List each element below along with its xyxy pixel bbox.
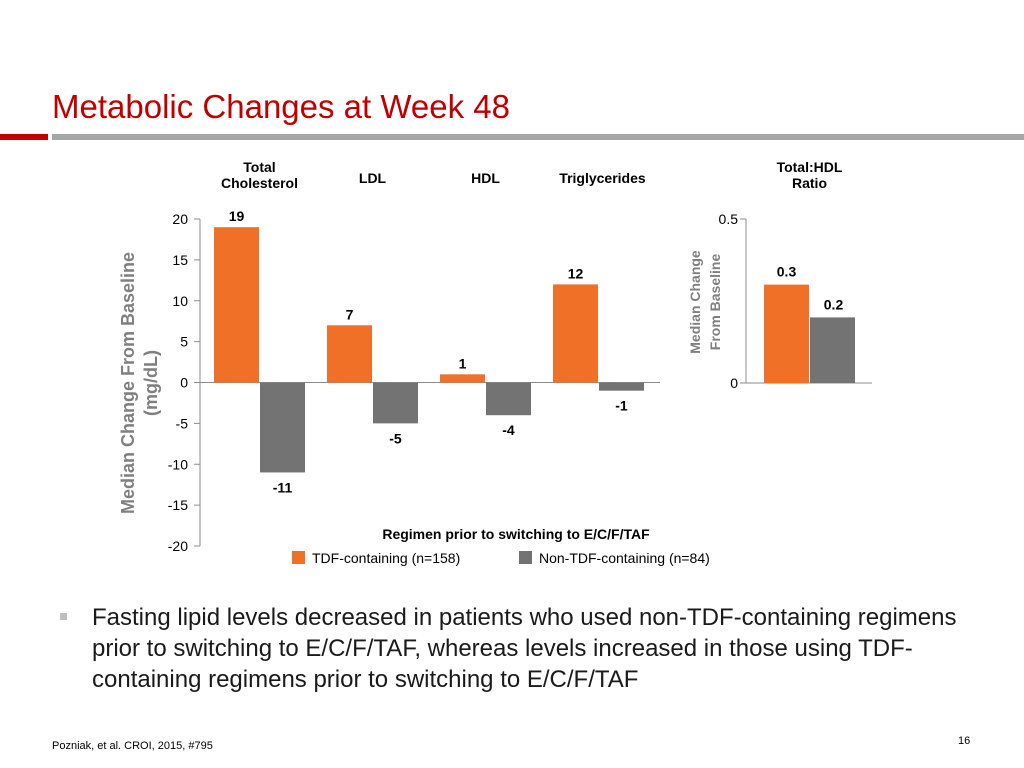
title-rule — [52, 134, 1024, 140]
summary-bullet: Fasting lipid levels decreased in patien… — [92, 604, 957, 693]
bar-tdf — [440, 374, 485, 383]
data-label: -11 — [273, 479, 293, 495]
ratio-y-tick-label: 0.5 — [719, 211, 739, 227]
data-label: 7 — [346, 306, 354, 322]
y-tick-label: 10 — [172, 293, 188, 309]
data-label: 12 — [568, 265, 584, 281]
y-tick-label: -15 — [168, 497, 188, 513]
y-tick-label: 0 — [180, 375, 188, 391]
y-tick-label: -20 — [168, 538, 188, 554]
y-axis-title-line2: (mg/dL) — [141, 350, 161, 416]
data-label: -5 — [389, 430, 402, 446]
ratio-category-label: Total:HDL — [777, 159, 843, 175]
bar-non-tdf — [373, 382, 418, 424]
legend-title: Regimen prior to switching to E/C/F/TAF — [382, 526, 650, 542]
category-label: Triglycerides — [559, 170, 646, 186]
bar-tdf — [214, 227, 259, 383]
bullet-marker — [60, 613, 67, 620]
legend-swatch — [292, 551, 305, 564]
bar-non-tdf — [486, 382, 531, 416]
ratio-y-axis-title-line2: From Baseline — [707, 254, 723, 351]
category-label: Total — [243, 159, 275, 175]
page-number: 16 — [958, 735, 971, 747]
ratio-y-tick-label: 0 — [730, 375, 738, 391]
bar-tdf — [327, 325, 372, 383]
data-label: 1 — [459, 355, 467, 371]
category-label: HDL — [471, 170, 500, 186]
ratio-bar-non-tdf — [810, 317, 855, 383]
legend-label: TDF-containing (n=158) — [312, 550, 460, 566]
slide-title: Metabolic Changes at Week 48 — [52, 88, 510, 125]
legend-swatch — [519, 551, 532, 564]
ratio-bar-tdf — [764, 284, 809, 383]
y-tick-label: -5 — [176, 415, 189, 431]
ratio-category-label: Ratio — [792, 175, 827, 191]
title-rule-accent — [0, 134, 48, 140]
legend-label: Non-TDF-containing (n=84) — [539, 550, 710, 566]
category-label: Cholesterol — [221, 175, 298, 191]
ratio-data-label: 0.3 — [777, 264, 797, 280]
data-label: -4 — [502, 422, 515, 438]
bar-non-tdf — [599, 382, 644, 391]
y-tick-label: 15 — [172, 252, 188, 268]
bar-non-tdf — [260, 382, 305, 473]
data-label: 19 — [229, 208, 245, 224]
y-axis-title-line1: Median Change From Baseline — [118, 252, 138, 514]
category-label: LDL — [359, 170, 387, 186]
data-label: -1 — [615, 398, 628, 414]
y-tick-label: -10 — [168, 456, 188, 472]
citation: Pozniak, et al. CROI, 2015, #795 — [52, 740, 213, 752]
ratio-data-label: 0.2 — [824, 296, 844, 312]
y-tick-label: 5 — [180, 334, 188, 350]
y-tick-label: 20 — [172, 211, 188, 227]
bar-tdf — [553, 284, 598, 383]
ratio-y-axis-title-line1: Median Change — [687, 250, 703, 354]
